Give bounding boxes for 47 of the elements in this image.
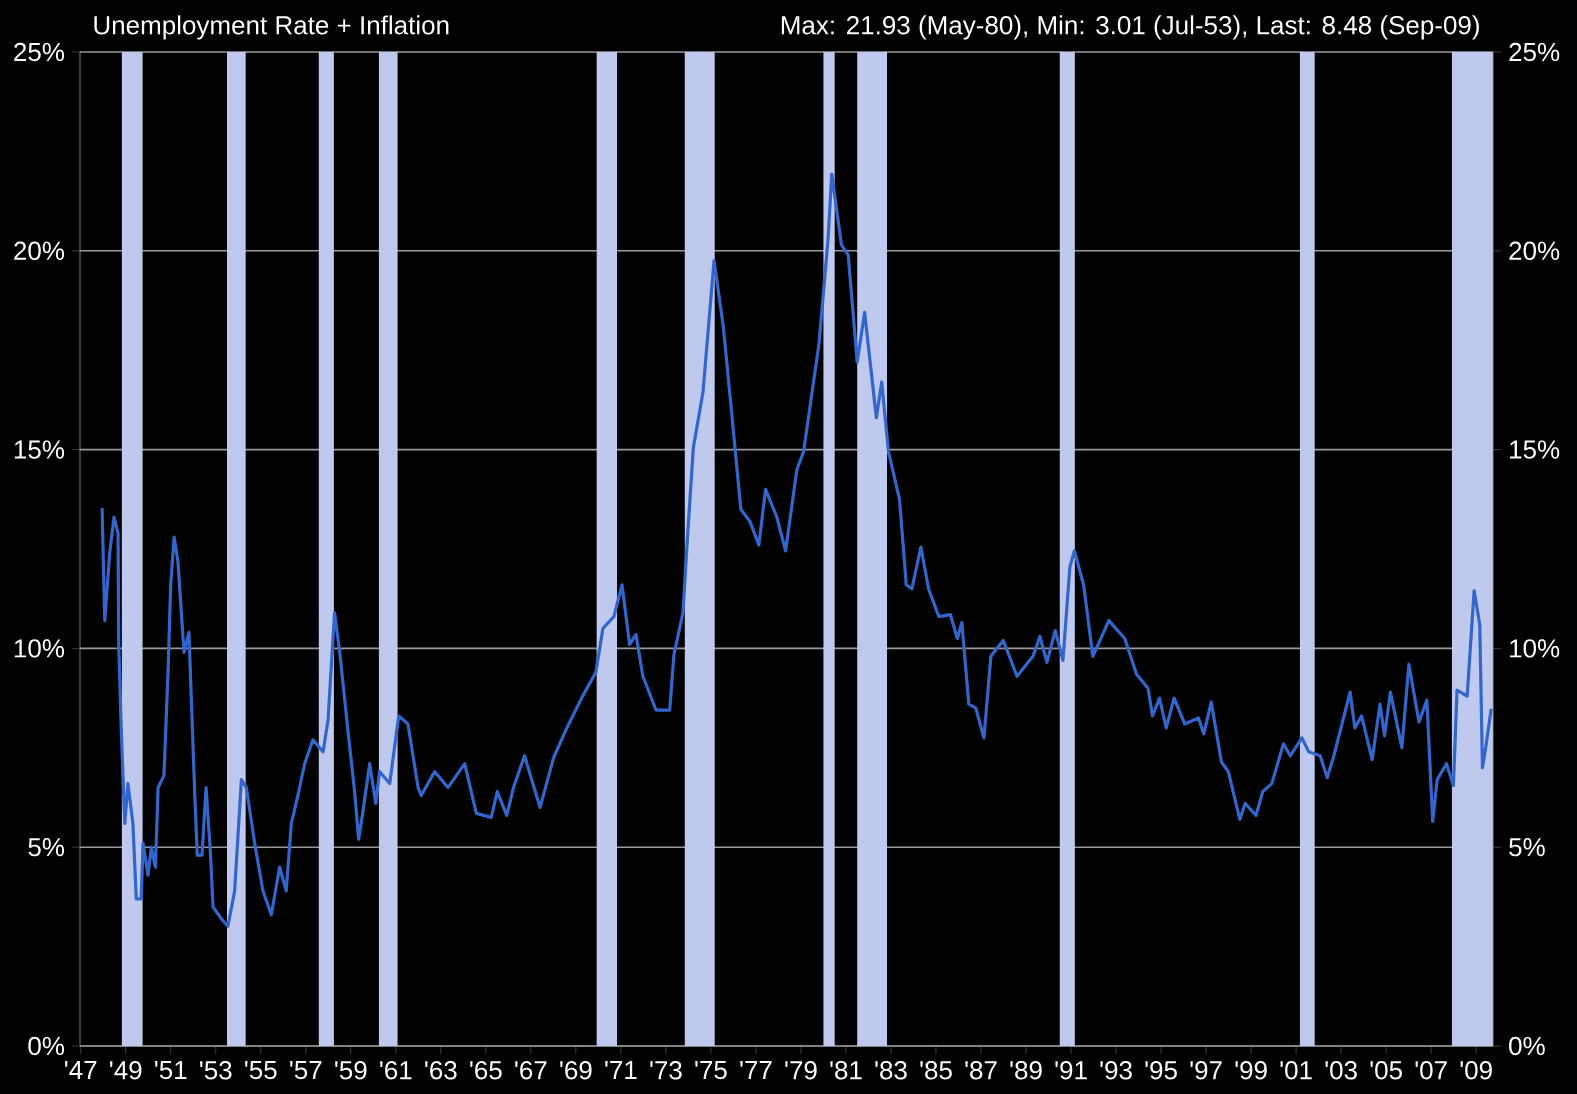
- x-tick-label: '49: [110, 1061, 142, 1080]
- x-tick-label: '51: [155, 1061, 187, 1080]
- chart-subtitle: Max: 21.93 (May-80), Min: 3.01 (Jul-53), Last: 8.48 (Sep-09): [781, 15, 1479, 40]
- x-tick-label: '09: [1460, 1061, 1492, 1080]
- x-tick-label: '47: [65, 1061, 97, 1079]
- x-tick-label: '83: [875, 1061, 907, 1080]
- x-tick-label: '61: [380, 1061, 412, 1080]
- chart-title: Unemployment Rate + Inflation: [94, 15, 449, 40]
- y-tick-label: 10%: [14, 639, 65, 658]
- x-tick-label: '73: [650, 1061, 682, 1080]
- x-tick-label: '69: [560, 1061, 592, 1080]
- x-tick-label: '63: [425, 1061, 457, 1080]
- y2-tick-label: 0%: [1509, 1036, 1545, 1056]
- x-tick-label: '57: [290, 1061, 322, 1080]
- x-tick-label: '01: [1280, 1061, 1312, 1080]
- x-tick-label: '07: [1415, 1061, 1447, 1080]
- x-tick-label: '85: [920, 1061, 952, 1080]
- y2-tick-label: 20%: [1509, 241, 1560, 260]
- y-tick-label: 15%: [14, 440, 65, 459]
- x-tick-label: '91: [1055, 1061, 1087, 1080]
- x-tick-label: '89: [1010, 1061, 1042, 1080]
- y-tick-label: 25%: [14, 42, 65, 62]
- y2-tick-label: 10%: [1510, 639, 1560, 658]
- y-tick-label: 20%: [14, 241, 65, 260]
- line-series: [100, 172, 1493, 928]
- x-tick-label: '97: [1190, 1061, 1222, 1080]
- x-tick-label: '65: [470, 1061, 502, 1080]
- x-tick-label: '81: [830, 1061, 862, 1080]
- x-tick-label: '75: [695, 1061, 727, 1080]
- x-tick-label: '77: [740, 1061, 772, 1079]
- x-tick-label: '05: [1370, 1061, 1402, 1080]
- x-tick-label: '95: [1145, 1061, 1177, 1080]
- x-tick-label: '53: [200, 1061, 232, 1080]
- x-tick-label: '87: [965, 1061, 997, 1080]
- y-tick-label: 0%: [28, 1036, 65, 1056]
- x-tick-label: '03: [1325, 1061, 1357, 1080]
- x-tick-label: '67: [515, 1061, 547, 1080]
- x-tick-label: '71: [605, 1061, 637, 1079]
- x-tick-label: '79: [785, 1061, 817, 1080]
- x-tick-label: '93: [1100, 1061, 1132, 1080]
- y2-tick-label: 15%: [1510, 440, 1560, 459]
- y-tick-label: 5%: [28, 838, 65, 857]
- y2-tick-label: 25%: [1509, 42, 1560, 62]
- y2-tick-label: 5%: [1509, 838, 1545, 857]
- x-tick-label: '55: [245, 1061, 277, 1080]
- x-tick-label: '59: [335, 1061, 367, 1080]
- x-tick-label: '99: [1235, 1061, 1267, 1080]
